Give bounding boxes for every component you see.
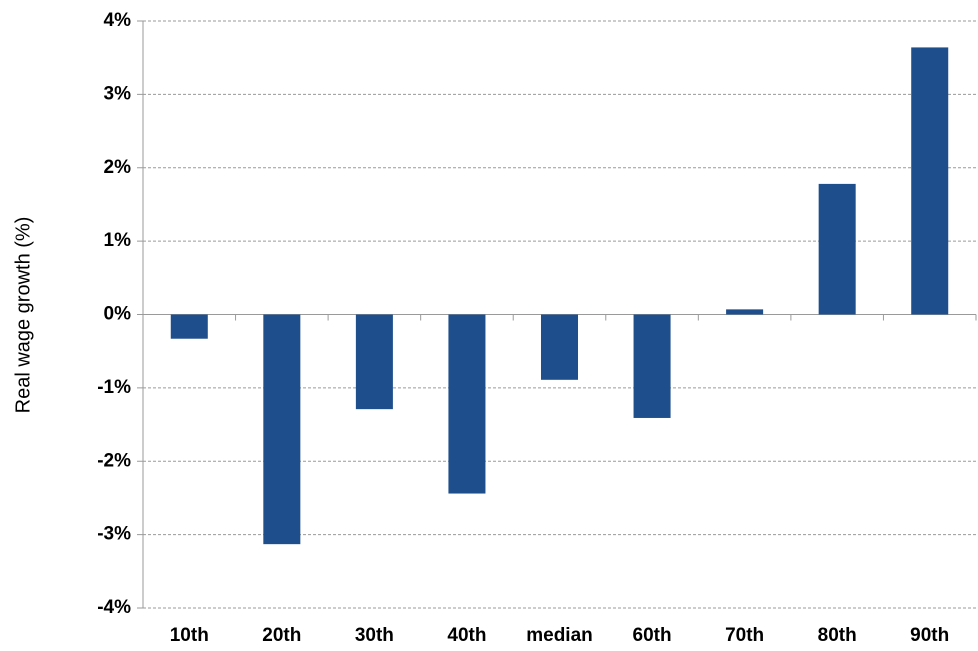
y-tick-label: -1%: [97, 377, 131, 398]
y-tick-label: -4%: [97, 597, 131, 618]
y-tick-label: -3%: [97, 524, 131, 545]
x-tick-label: 70th: [725, 625, 764, 646]
x-tick-label: 90th: [910, 625, 949, 646]
x-tick-label: median: [526, 625, 593, 646]
bar: [170, 314, 208, 339]
bar: [263, 314, 301, 545]
x-tick-label: 60th: [633, 625, 672, 646]
y-axis-title: Real wage growth (%): [12, 217, 34, 414]
bar: [818, 183, 856, 315]
x-tick-label: 10th: [170, 625, 209, 646]
x-tick-label: 20th: [262, 625, 301, 646]
y-tick-label: 0%: [104, 304, 132, 325]
bar: [911, 47, 949, 315]
bar: [448, 314, 486, 494]
y-tick-label: -2%: [97, 450, 131, 471]
x-tick-label: 40th: [447, 625, 486, 646]
y-tick-label: 1%: [104, 230, 132, 251]
bar: [726, 309, 764, 315]
y-tick-label: 2%: [104, 157, 132, 178]
bar: [355, 314, 393, 410]
bar: [540, 314, 579, 380]
x-tick-label: 80th: [818, 625, 857, 646]
bar: [633, 314, 671, 418]
x-tick-label: 30th: [355, 625, 394, 646]
y-tick-label: 3%: [104, 83, 132, 104]
y-tick-label: 4%: [104, 10, 132, 31]
